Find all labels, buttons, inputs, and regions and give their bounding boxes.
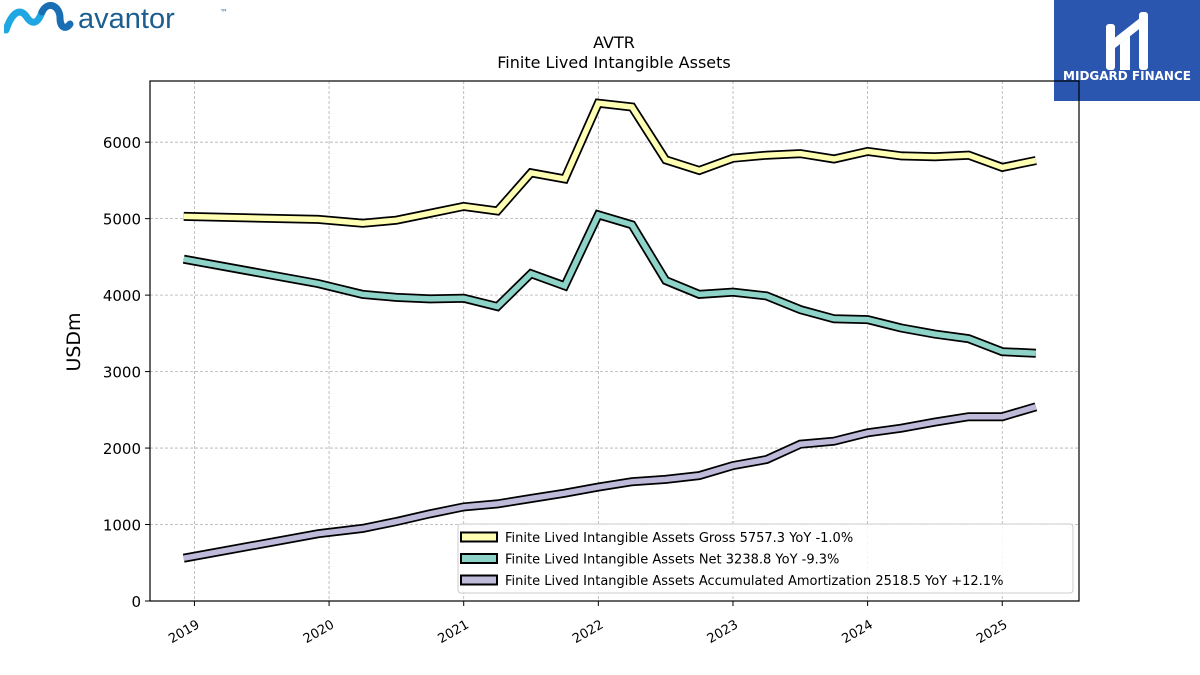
y-tick-label: 3000 — [103, 364, 141, 382]
y-axis-label: USDm — [63, 312, 85, 371]
x-axis: 2019 2020 2021 2022 2023 2024 2025 — [166, 601, 1010, 647]
y-tick-label: 2000 — [103, 440, 141, 458]
series-lines — [182, 98, 1038, 563]
avantor-logo: avantor ™ — [4, 2, 228, 35]
y-tick-label: 5000 — [103, 211, 141, 229]
plot-frame — [149, 80, 1080, 602]
legend-label: Finite Lived Intangible Assets Accumulat… — [505, 574, 1003, 589]
legend-swatch — [460, 531, 498, 543]
chart-title: AVTR — [593, 33, 635, 52]
legend: Finite Lived Intangible Assets Gross 575… — [457, 523, 1074, 594]
y-tick-label: 1000 — [103, 517, 141, 535]
x-tick-label: 2025 — [974, 617, 1010, 647]
series-line-2 — [183, 211, 1037, 356]
x-tick-label: 2023 — [705, 617, 741, 647]
y-tick-label: 6000 — [103, 134, 141, 152]
x-tick-label: 2021 — [436, 617, 472, 647]
legend-frame — [457, 523, 1074, 594]
legend-label: Finite Lived Intangible Assets Net 3238.… — [505, 553, 839, 568]
avantor-wordmark: avantor — [78, 3, 175, 35]
series-line-1 — [183, 100, 1037, 226]
legend-swatch — [460, 574, 498, 586]
x-tick-label: 2024 — [839, 617, 875, 647]
legend-swatch — [460, 553, 498, 564]
chart-subtitle: Finite Lived Intangible Assets — [497, 53, 730, 72]
avantor-swoosh-icon — [4, 2, 74, 34]
y-tick-label: 0 — [131, 593, 141, 611]
series-outline-1 — [183, 98, 1037, 228]
midgard-finance-name: MIDGARD FINANCE — [1063, 69, 1191, 83]
midgard-monogram-icon — [1106, 12, 1148, 70]
avantor-trademark: ™ — [220, 8, 228, 17]
y-axis: 0 1000 2000 3000 4000 5000 6000 — [103, 134, 150, 611]
x-tick-label: 2019 — [166, 617, 202, 647]
series-line-3 — [183, 404, 1037, 561]
x-tick-label: 2022 — [570, 617, 606, 647]
y-tick-label: 4000 — [103, 287, 141, 305]
legend-label: Finite Lived Intangible Assets Gross 575… — [505, 531, 853, 546]
midgard-finance-logo: MIDGARD FINANCE — [1054, 0, 1200, 101]
x-tick-label: 2020 — [301, 617, 337, 647]
